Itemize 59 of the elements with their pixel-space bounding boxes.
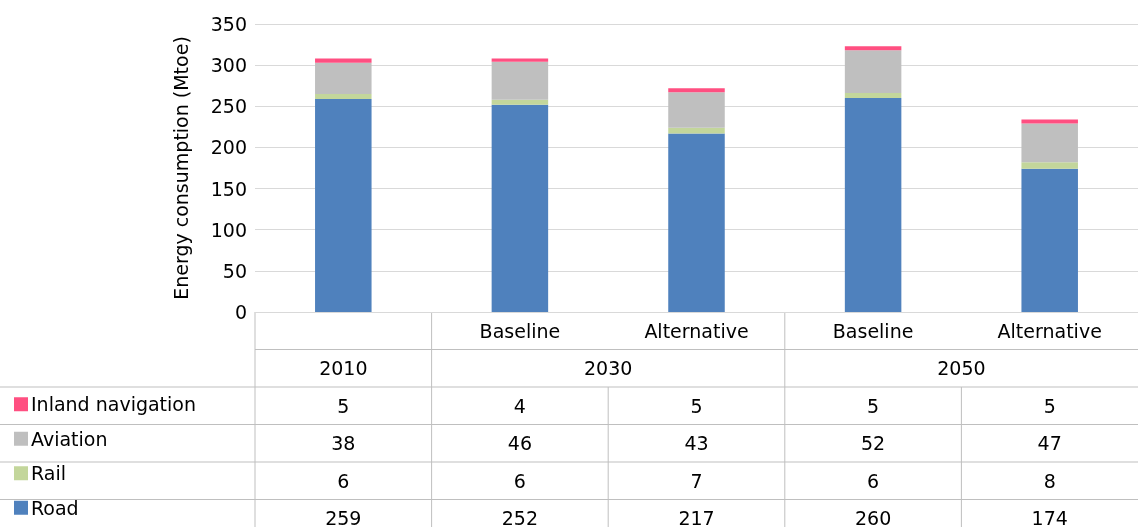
data-label: 252: [501, 507, 539, 527]
data-label: 8: [1043, 469, 1056, 492]
y-tick-label: 50: [222, 259, 247, 282]
text: 2050: [937, 357, 986, 380]
data-label: 6: [867, 469, 880, 492]
bar: [315, 93, 372, 99]
y-axis-title: Energy consumption (Mtoe): [169, 36, 192, 300]
y-tick-label: 350: [210, 13, 247, 35]
data-label: 5: [867, 394, 880, 417]
legend-label: Inland navigation: [31, 393, 197, 416]
y-tick-label: 100: [210, 218, 247, 241]
data-label: 5: [1043, 394, 1056, 417]
data-label: 260: [854, 507, 892, 527]
data-label: 217: [678, 507, 715, 527]
data-label: 46: [507, 432, 532, 455]
data-label: 47: [1037, 432, 1062, 455]
data-label: 43: [684, 432, 709, 455]
bar: [1021, 119, 1078, 124]
bar: [491, 104, 549, 312]
data-label: 7: [690, 469, 703, 492]
bar: [1021, 162, 1078, 169]
x-tick-label: Baseline: [479, 319, 561, 342]
bar: [844, 98, 902, 312]
bar: [1021, 123, 1078, 163]
bar: [844, 46, 902, 51]
data-label: 38: [331, 432, 356, 455]
x-tick-label: Baseline: [832, 319, 914, 342]
bar: [668, 88, 725, 93]
legend-label: Aviation: [31, 427, 108, 450]
text: 2030: [584, 357, 633, 380]
bar: [844, 50, 902, 94]
data-label: 4: [513, 394, 526, 417]
bar: [491, 61, 549, 100]
legend-label: Rail: [31, 462, 66, 485]
legend-label: Road: [31, 496, 79, 519]
data-label: 5: [690, 394, 703, 417]
bar: [315, 98, 372, 312]
y-tick-label: 300: [210, 54, 247, 77]
x-tick-label: Alternative: [644, 319, 749, 342]
y-tick-label: 0: [234, 301, 247, 323]
bar: [1021, 168, 1078, 312]
data-label: 52: [861, 432, 886, 455]
bar: [315, 58, 372, 63]
y-tick-label: 200: [210, 136, 247, 159]
y-tick-label: 250: [210, 95, 247, 118]
bar: [491, 99, 549, 105]
bar: [668, 92, 725, 128]
bar: [315, 62, 372, 94]
data-label: 6: [337, 469, 350, 492]
data-label: 5: [337, 394, 350, 417]
data-label: 174: [1031, 507, 1068, 527]
bar: [491, 58, 549, 62]
text: 2010: [319, 357, 368, 380]
data-label: 6: [513, 469, 526, 492]
bar: [844, 93, 902, 99]
y-tick-label: 150: [210, 177, 247, 200]
x-tick-label: Alternative: [997, 319, 1102, 342]
bar: [668, 133, 725, 312]
data-label: 259: [325, 507, 362, 527]
